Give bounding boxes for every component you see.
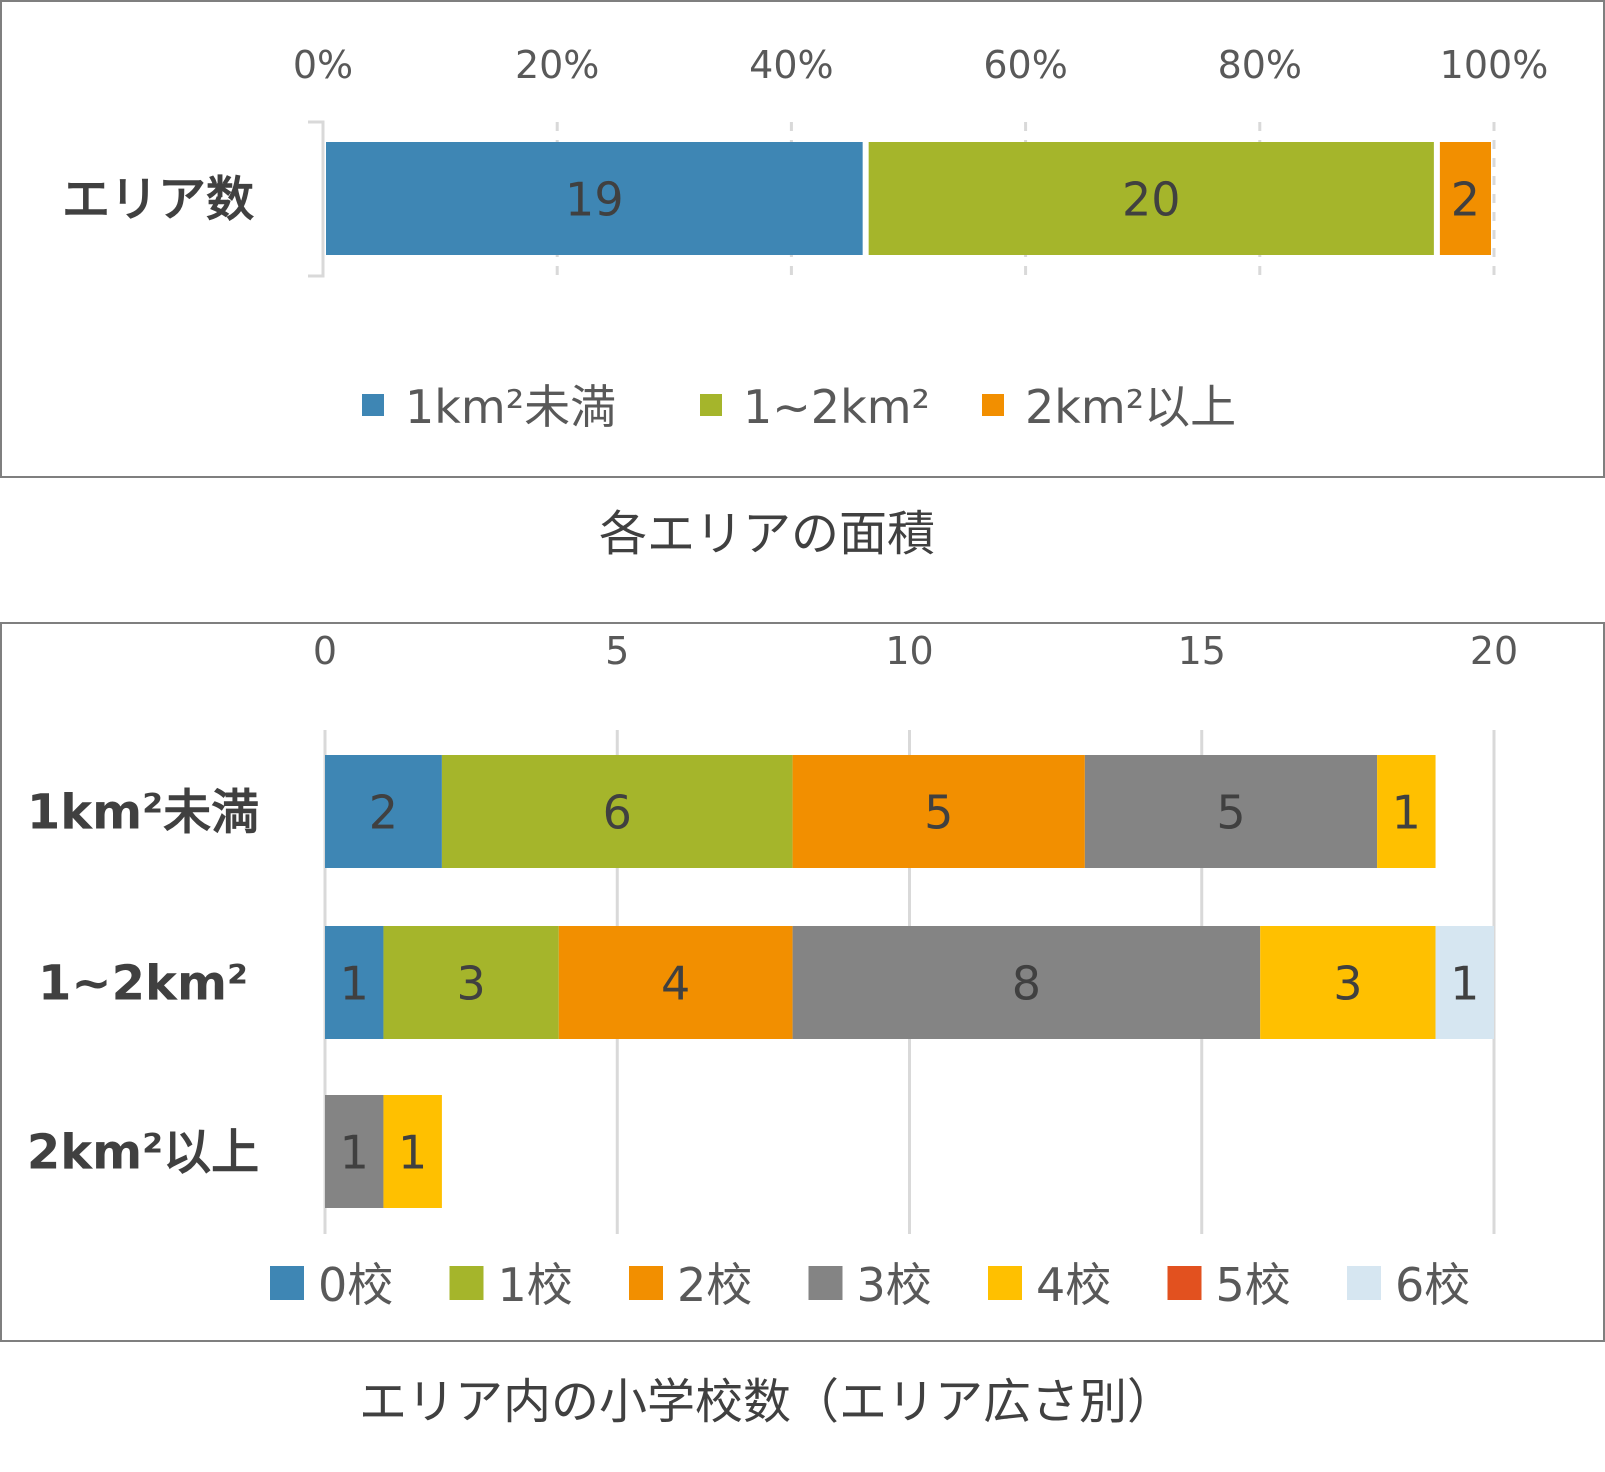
- bar-segment: [325, 1095, 384, 1208]
- bar-segment: [1260, 926, 1436, 1039]
- data-label: 1: [1450, 957, 1479, 1011]
- legend-swatch: [988, 1266, 1022, 1300]
- legend-label: 1校: [498, 1258, 573, 1312]
- data-label: 1: [398, 1126, 427, 1180]
- legend-label: 6校: [1395, 1258, 1470, 1312]
- caption-school-count: エリア内の小学校数（エリア広さ別）: [359, 1374, 1175, 1430]
- category-axis: [308, 120, 325, 278]
- caption-area-share: 各エリアの面積: [599, 506, 935, 562]
- data-label: 1: [340, 957, 369, 1011]
- data-label: 20: [1122, 173, 1181, 227]
- legend-label: 1~2km²: [743, 380, 930, 434]
- legend-swatch: [982, 394, 1004, 416]
- bar-segment: [383, 1095, 442, 1208]
- bar-segment: [325, 926, 384, 1039]
- chart2-caption: エリア内の小学校数（エリア広さ別）: [0, 1346, 1535, 1456]
- legend-label: 3校: [857, 1258, 932, 1312]
- legend-swatch: [629, 1266, 663, 1300]
- x-tick-label: 40%: [749, 43, 833, 87]
- data-label: 4: [661, 957, 690, 1011]
- legend-label: 2km²以上: [1025, 380, 1236, 434]
- x-tick-label: 15: [1178, 629, 1226, 673]
- x-tick-label: 10: [885, 629, 933, 673]
- legend-swatch: [270, 1266, 304, 1300]
- data-label: 5: [1216, 786, 1245, 840]
- legend-label: 2校: [677, 1258, 752, 1312]
- x-tick-label: 100%: [1440, 43, 1549, 87]
- bar-segment: [868, 142, 1434, 255]
- data-label: 5: [924, 786, 953, 840]
- bar-segment: [1435, 926, 1494, 1039]
- category-label: 2km²以上: [27, 1125, 259, 1181]
- bar-segment: [792, 926, 1261, 1039]
- x-tick-label: 20%: [515, 43, 599, 87]
- legend: 0校 1校 2校 3校 4校 5校 6校: [270, 1258, 1470, 1312]
- area-share-chart: 0% 20% 40% 60% 80% 100% エリア数 19 20 2 1km²未満 1~2km² 2…: [0, 0, 1605, 478]
- bar-segment: [325, 755, 442, 868]
- legend: 1km²未満 1~2km² 2km²以上: [362, 380, 1236, 434]
- bar-segment: [1377, 755, 1436, 868]
- data-label: 8: [1012, 957, 1041, 1011]
- data-label: 2: [1451, 173, 1480, 227]
- x-tick-label: 5: [605, 629, 629, 673]
- data-label: 1: [1392, 786, 1421, 840]
- legend-swatch: [1167, 1266, 1202, 1300]
- data-label: 6: [603, 786, 632, 840]
- category-label: 1~2km²: [38, 956, 248, 1012]
- x-tick-label: 0%: [293, 43, 353, 87]
- bar-segment: [326, 142, 863, 255]
- bar-segment: [1439, 142, 1491, 255]
- chart1-caption: 各エリアの面積: [0, 478, 1535, 578]
- legend-swatch: [700, 394, 722, 416]
- legend-swatch: [362, 394, 384, 416]
- bar-segment: [792, 755, 1085, 868]
- category-label: 1km²未満: [27, 785, 259, 841]
- data-label: 3: [456, 957, 485, 1011]
- x-tick-label: 0: [313, 629, 337, 673]
- legend-label: 1km²未満: [405, 380, 616, 434]
- category-label: エリア数: [62, 172, 254, 228]
- legend-swatch: [1347, 1266, 1381, 1300]
- data-label: 3: [1333, 957, 1362, 1011]
- legend-label: 4校: [1036, 1258, 1111, 1312]
- bar-segment: [558, 926, 793, 1039]
- bar-segment: [383, 926, 559, 1039]
- bar-segment: [441, 755, 793, 868]
- data-label: 1: [340, 1126, 369, 1180]
- legend-label: 0校: [318, 1258, 393, 1312]
- legend-swatch: [449, 1266, 484, 1300]
- legend-label: 5校: [1216, 1258, 1291, 1312]
- x-tick-label: 80%: [1218, 43, 1302, 87]
- data-label: 19: [565, 173, 624, 227]
- data-label: 2: [369, 786, 398, 840]
- x-tick-label: 60%: [983, 43, 1067, 87]
- x-tick-label: 20: [1470, 629, 1518, 673]
- bar-segment: [1084, 755, 1378, 868]
- legend-swatch: [808, 1266, 843, 1300]
